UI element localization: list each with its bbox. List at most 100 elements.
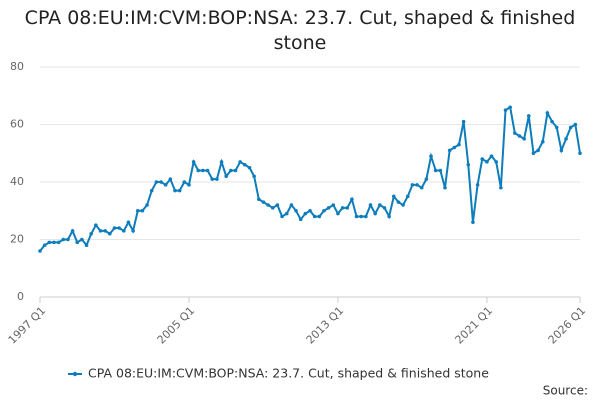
y-tick-label: 40: [10, 175, 24, 188]
point: [191, 160, 196, 164]
point: [568, 125, 573, 130]
point: [149, 188, 154, 193]
point: [61, 237, 66, 242]
point: [280, 214, 284, 219]
point: [284, 211, 289, 216]
point: [480, 157, 485, 161]
point: [522, 137, 526, 141]
point: [350, 197, 354, 202]
point: [391, 194, 396, 199]
point: [354, 214, 359, 219]
point: [201, 168, 205, 173]
point: [419, 185, 424, 190]
point: [210, 177, 215, 181]
point: [317, 214, 322, 219]
point: [187, 183, 191, 187]
y-tick-label: 80: [10, 60, 24, 73]
point: [252, 174, 256, 179]
point: [42, 243, 47, 248]
point: [182, 180, 187, 184]
point: [177, 188, 182, 193]
point: [112, 226, 117, 230]
point: [219, 160, 224, 164]
point: [373, 211, 377, 216]
point: [229, 168, 233, 173]
x-tick-label: 1997 Q1: [6, 304, 49, 347]
point: [410, 183, 415, 187]
point: [215, 177, 219, 181]
point: [80, 237, 84, 242]
point: [447, 148, 452, 153]
y-tick-label: 20: [10, 233, 24, 246]
point: [429, 154, 433, 158]
point: [531, 151, 536, 156]
point: [154, 180, 159, 184]
point: [536, 148, 540, 153]
point: [540, 139, 545, 144]
point: [452, 145, 457, 150]
point: [396, 200, 401, 204]
point: [159, 180, 163, 184]
point: [564, 137, 568, 141]
point: [466, 162, 471, 167]
point: [461, 119, 466, 124]
point: [443, 185, 447, 190]
point: [145, 203, 149, 207]
point: [117, 226, 121, 230]
point: [378, 203, 382, 207]
point: [438, 168, 443, 173]
x-tick-label: 2021 Q1: [453, 304, 496, 347]
point: [56, 240, 61, 245]
point: [70, 229, 75, 233]
point: [550, 119, 554, 124]
x-tick-label: 2026 Q1: [546, 304, 589, 347]
point: [108, 231, 112, 236]
point: [517, 134, 522, 138]
point: [340, 206, 345, 210]
point: [494, 160, 499, 164]
point: [508, 105, 512, 110]
point: [433, 168, 438, 173]
point: [364, 214, 368, 219]
point: [294, 208, 298, 213]
point: [173, 188, 177, 193]
point: [233, 168, 238, 173]
point: [578, 151, 582, 156]
point: [457, 142, 461, 147]
point: [205, 168, 210, 173]
point: [554, 125, 559, 130]
point: [368, 203, 373, 207]
point: [131, 229, 135, 233]
point: [47, 240, 52, 245]
point: [526, 114, 531, 118]
point: [163, 183, 168, 187]
point: [52, 240, 56, 245]
point: [475, 183, 480, 187]
point: [359, 214, 364, 219]
point: [499, 185, 503, 190]
point: [345, 206, 350, 210]
point: [196, 168, 201, 173]
point: [275, 203, 280, 207]
chart-title: CPA 08:EU:IM:CVM:BOP:NSA: 23.7. Cut, sha…: [24, 7, 576, 54]
point: [471, 220, 475, 225]
legend-label: CPA 08:EU:IM:CVM:BOP:NSA: 23.7. Cut, sha…: [88, 366, 489, 381]
point: [559, 148, 564, 153]
point: [66, 237, 70, 242]
point: [89, 231, 94, 236]
point: [243, 162, 247, 167]
point: [382, 206, 387, 210]
point: [247, 165, 252, 170]
point: [415, 183, 419, 187]
point: [168, 177, 173, 181]
point: [98, 229, 103, 233]
series-line: [39, 105, 581, 252]
point: [126, 220, 131, 225]
point: [238, 160, 242, 164]
point: [545, 111, 550, 115]
point: [405, 194, 410, 199]
point: [573, 122, 578, 127]
point: [485, 160, 489, 164]
point: [336, 211, 340, 216]
